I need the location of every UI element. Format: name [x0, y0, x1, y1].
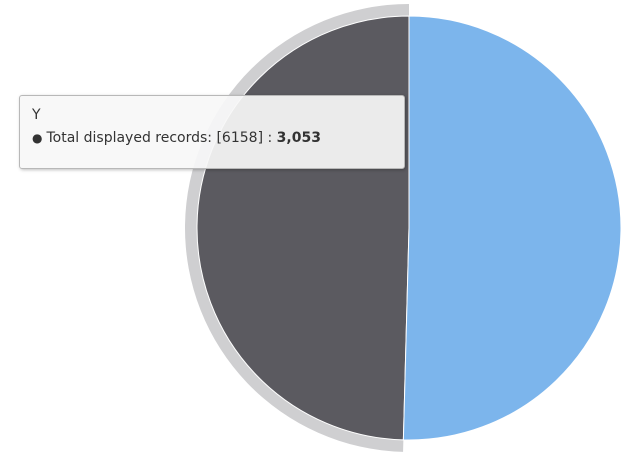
tooltip: Y ● Total displayed records: [6158] : 3,0… [19, 95, 405, 169]
pie-slice-0[interactable] [196, 15, 410, 441]
tooltip-bullet-icon: ● [32, 131, 43, 145]
tooltip-row: ● Total displayed records: [6158] : 3,053 [32, 129, 392, 147]
tooltip-header: Y [32, 107, 41, 123]
pie-slice-1[interactable] [402, 15, 622, 441]
tooltip-series-label: Total displayed records: [6158] : [46, 130, 277, 146]
tooltip-value: 3,053 [276, 130, 321, 146]
pie-slices [196, 15, 622, 441]
